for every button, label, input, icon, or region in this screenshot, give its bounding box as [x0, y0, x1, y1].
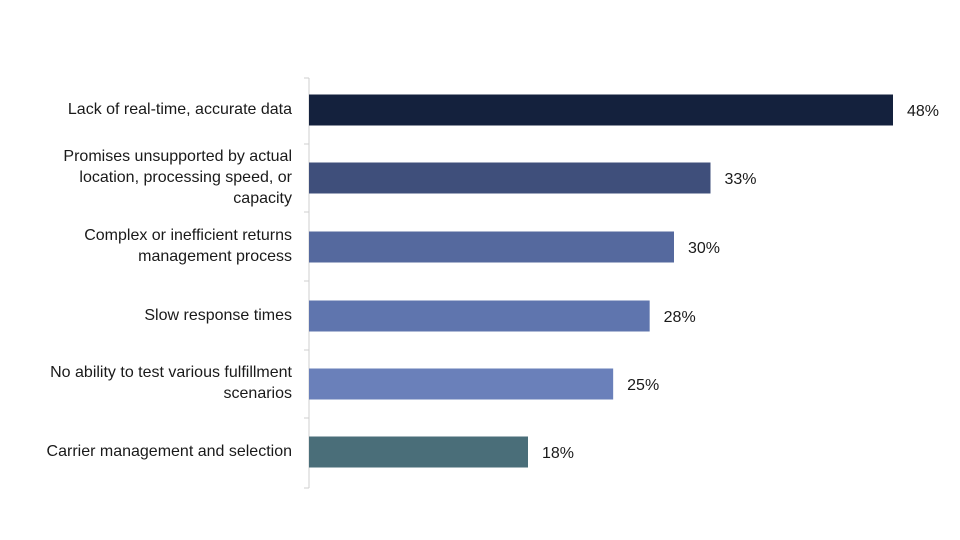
category-label-line: Slow response times [144, 306, 292, 324]
bar [309, 231, 674, 263]
category-label-line: No ability to test various fulfillment [50, 364, 292, 381]
category-label-line: Lack of real-time, accurate data [67, 100, 292, 118]
bar-value-label: 18% [542, 445, 574, 462]
category-label-line: Carrier management and selection [46, 442, 292, 460]
category-label-line: Promises unsupported by actual [63, 147, 292, 165]
category-label: Slow response times [0, 305, 292, 326]
category-label: Lack of real-time, accurate data [0, 99, 292, 120]
category-label: Promises unsupported by actual location, … [0, 146, 292, 209]
bar [309, 94, 893, 126]
category-label: No ability to test various fulfillment sc… [0, 362, 292, 404]
bar [309, 300, 650, 332]
category-label: Carrier management and selection [0, 441, 292, 462]
bar-value-label: 25% [627, 377, 659, 394]
category-label-line: location, processing speed, or [79, 168, 292, 186]
category-label-line: Complex or inefficient returns [84, 227, 292, 244]
category-label-line: capacity [233, 189, 292, 207]
category-label: Complex or inefficient returns management… [0, 225, 292, 267]
category-label-line: scenarios [223, 385, 292, 402]
category-label-line: management process [138, 248, 292, 265]
bar-value-label: 30% [688, 240, 720, 257]
bar [309, 436, 528, 468]
bar-value-label: 33% [725, 171, 757, 188]
bar-value-label: 48% [907, 103, 939, 120]
bar [309, 368, 614, 400]
bar [309, 162, 711, 194]
bar-value-label: 28% [664, 309, 696, 326]
